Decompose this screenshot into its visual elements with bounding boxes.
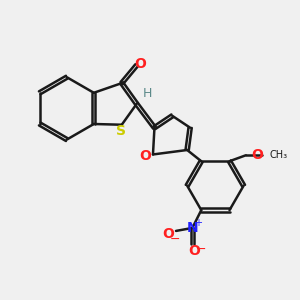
Text: O: O [251, 148, 263, 162]
Text: O: O [140, 149, 152, 163]
Text: H: H [142, 87, 152, 100]
Text: +: + [194, 218, 202, 228]
Text: −: − [169, 233, 180, 246]
Text: O: O [163, 227, 175, 241]
Text: −: − [195, 243, 206, 256]
Text: S: S [116, 124, 126, 138]
Text: O: O [134, 57, 146, 71]
Text: O: O [188, 244, 200, 258]
Text: N: N [187, 221, 198, 235]
Text: CH₃: CH₃ [270, 150, 288, 160]
